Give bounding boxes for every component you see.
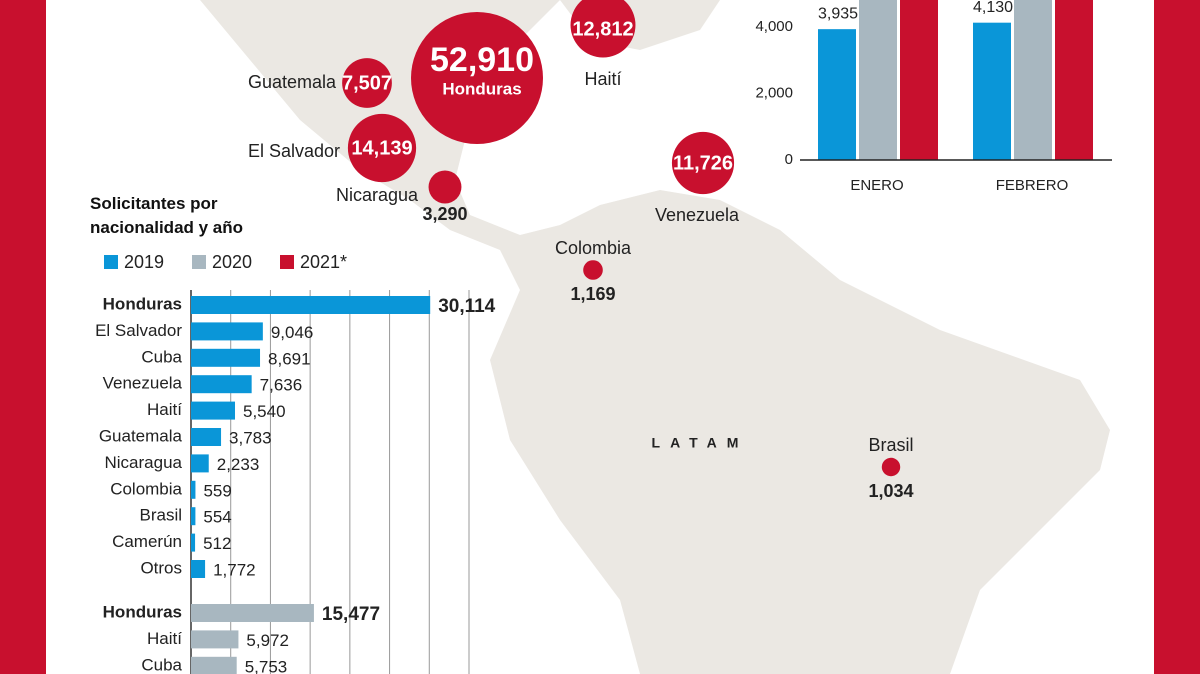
bubble-value: 14,139	[351, 137, 412, 159]
bar	[191, 296, 431, 314]
value-label: 5,972	[246, 631, 289, 650]
category-label: Otros	[140, 558, 182, 577]
bar	[973, 22, 1011, 160]
category-label: Cuba	[141, 655, 182, 674]
bar	[818, 29, 856, 160]
category-label: Guatemala	[99, 426, 183, 445]
value-label: 554	[203, 508, 231, 527]
bar	[191, 322, 263, 341]
bar	[191, 428, 222, 446]
bubble-name: Colombia	[555, 238, 632, 258]
value-label: 5,540	[243, 402, 286, 421]
category-label: Brasil	[139, 506, 182, 525]
plot	[818, 0, 1093, 160]
bubble-name: Nicaragua	[336, 185, 419, 205]
bubble	[347, 113, 417, 183]
bar	[1014, 0, 1052, 160]
bubble-value: 7,507	[342, 72, 392, 94]
bubble-value: 11,726	[673, 152, 733, 174]
category-label: Camerún	[112, 532, 182, 551]
legend-swatch	[104, 255, 118, 269]
legend-swatch	[192, 255, 206, 269]
category-label: El Salvador	[95, 321, 182, 340]
value-label: 15,477	[322, 604, 380, 625]
category-label: Colombia	[110, 479, 182, 498]
bubble	[428, 170, 462, 204]
value-label: 30,114	[438, 296, 495, 317]
x-tick-label: FEBRERO	[996, 177, 1069, 194]
x-tick-label: ENERO	[850, 177, 903, 194]
bubble-name: El Salvador	[248, 141, 340, 161]
bubble	[411, 12, 543, 144]
bar	[191, 507, 196, 526]
bubble-name: Venezuela	[655, 205, 740, 225]
category-label: Haití	[147, 629, 182, 648]
y-tick-label: 0	[785, 151, 793, 168]
value-label: 3,935	[818, 5, 858, 22]
bubble	[583, 260, 603, 280]
bar	[1055, 0, 1093, 160]
bubble	[570, 0, 636, 58]
border	[1154, 0, 1200, 674]
bubble	[671, 131, 735, 195]
category-label: Haití	[147, 400, 182, 419]
bubble-name: Guatemala	[248, 72, 337, 92]
legend-label: 2019	[124, 252, 164, 272]
category-label: Nicaragua	[105, 453, 183, 472]
value-label: 3,783	[229, 428, 272, 447]
bar	[191, 656, 237, 674]
bar	[191, 604, 314, 622]
bar	[191, 480, 196, 499]
bar	[859, 0, 897, 160]
legend-swatch	[280, 255, 294, 269]
y-tick-label: 2,000	[755, 84, 793, 101]
bar	[191, 375, 252, 394]
bubble	[881, 457, 901, 477]
legend-label: 2020	[212, 252, 252, 272]
value-label: 2,233	[217, 455, 260, 474]
bubble	[342, 58, 392, 108]
bar	[191, 348, 261, 367]
bar	[900, 0, 938, 160]
category-label: Honduras	[103, 602, 182, 621]
bubble-value: 52,910	[430, 41, 534, 79]
bar	[191, 454, 209, 473]
y-tick-label: 4,000	[755, 18, 793, 35]
value-label: 512	[203, 534, 231, 553]
bubble-value: 3,290	[422, 204, 467, 224]
bubble-name: Haití	[584, 69, 621, 89]
border	[0, 0, 46, 674]
bar	[191, 533, 196, 552]
value-label: 9,046	[271, 323, 314, 342]
bar	[191, 630, 239, 649]
category-label: Venezuela	[103, 374, 183, 393]
bubble-value: 12,812	[572, 18, 633, 40]
value-label: 559	[203, 481, 231, 500]
map-label: LATAM	[652, 435, 749, 451]
bubble-value: 1,034	[868, 481, 913, 501]
value-label: 8,691	[268, 349, 311, 368]
bar	[191, 560, 206, 578]
value-label: 7,636	[260, 376, 303, 395]
value-label: 1,772	[213, 560, 256, 579]
value-label: 4,130	[973, 0, 1013, 16]
category-label: Cuba	[141, 347, 182, 366]
bubble-name: Brasil	[868, 435, 913, 455]
map-land	[200, 0, 1110, 674]
legend-label: 2021*	[300, 252, 347, 272]
bar	[191, 401, 236, 420]
bubble-name: Honduras	[442, 79, 521, 98]
bubble-value: 1,169	[570, 284, 615, 304]
category-label: Honduras	[103, 294, 182, 313]
value-label: 5,753	[245, 657, 288, 674]
chart-title: Solicitantes por nacionalidad y año	[90, 194, 244, 237]
